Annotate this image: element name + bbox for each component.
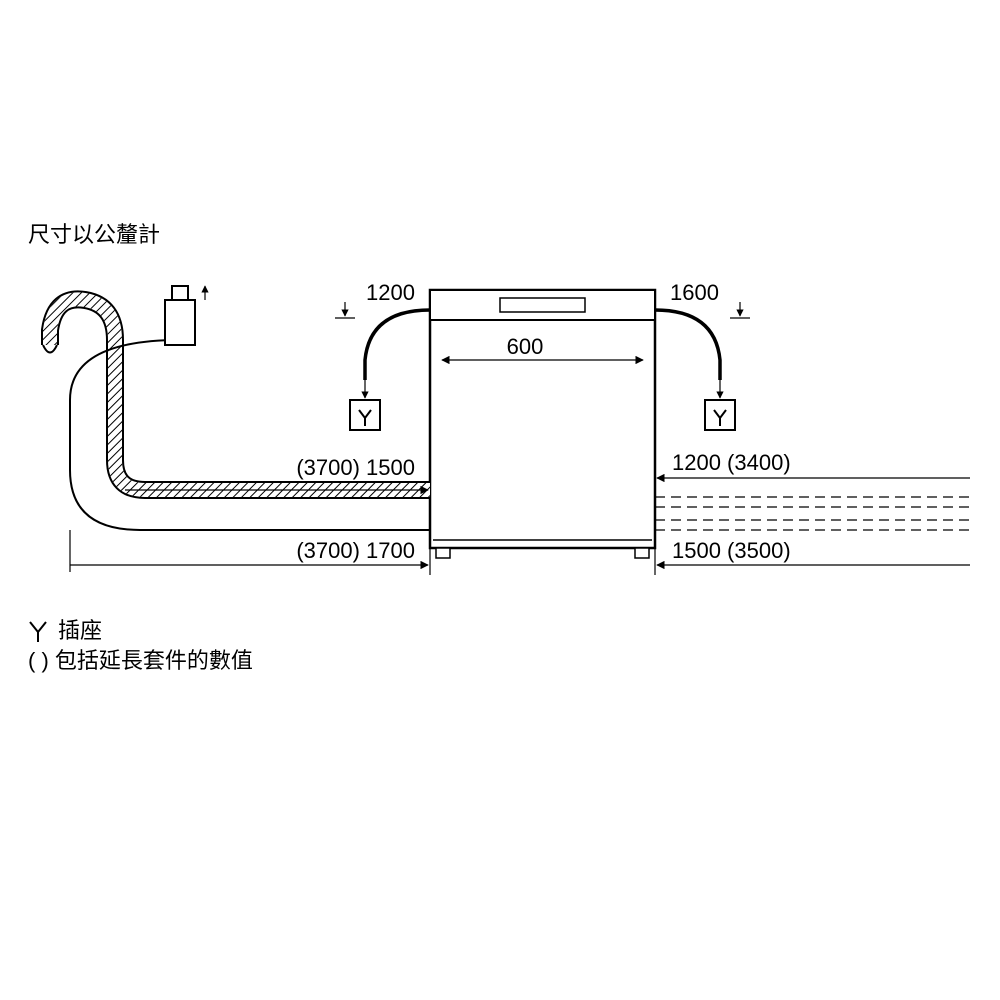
legend: 插座 ( ) 包括延長套件的數值 (28, 618, 253, 673)
dim-bottom-right-label: 1500 (3500) (672, 538, 791, 563)
aquastop-valve (165, 286, 205, 345)
right-hoses (655, 497, 970, 530)
dim-bottom-left: (3700) 1700 (70, 530, 430, 575)
dimension-diagram: 尺寸以公釐計 600 1200 1600 (0, 0, 1000, 1000)
legend-socket-icon (30, 622, 46, 642)
dim-top-left-label: 1200 (366, 280, 415, 305)
dim-mid-right-label: 1200 (3400) (672, 450, 791, 475)
dim-bottom-left-label: (3700) 1700 (296, 538, 415, 563)
dim-mid-left-label: (3700) 1500 (296, 455, 415, 480)
legend-socket-label: 插座 (58, 618, 102, 643)
legend-paren-label: ( ) 包括延長套件的數值 (28, 648, 253, 673)
appliance (430, 290, 655, 558)
dim-mid-right: 1200 (3400) (657, 450, 970, 478)
dim-bottom-right: 1500 (3500) (655, 538, 970, 575)
socket-right (705, 400, 735, 430)
cable-top-left: 1200 (335, 280, 430, 430)
cable-top-right: 1600 (655, 280, 750, 430)
dim-top-right-label: 1600 (670, 280, 719, 305)
dim-inner-width-label: 600 (507, 334, 544, 359)
socket-left (350, 400, 380, 430)
diagram-title: 尺寸以公釐計 (28, 222, 160, 247)
